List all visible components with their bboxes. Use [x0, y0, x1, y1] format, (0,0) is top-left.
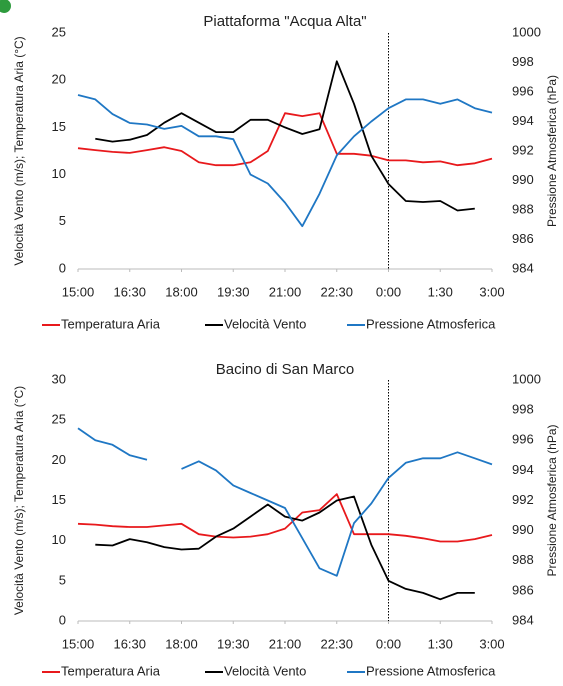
series-line — [95, 495, 475, 601]
y2-tick-label: 992 — [512, 492, 534, 507]
series-line — [77, 493, 493, 543]
x-tick-label: 21:00 — [269, 284, 302, 299]
y2-tick-label: 1000 — [512, 371, 541, 386]
y-tick-label: 5 — [59, 213, 66, 228]
y2-tick-label: 992 — [512, 142, 534, 157]
legend-label: Temperatura Aria — [61, 663, 161, 678]
x-tick-label: 15:00 — [62, 636, 95, 651]
chart: Bacino di San Marco 0 5 10 15 20 25 30 984 986 988… — [12, 361, 559, 678]
y-tick-label: 5 — [59, 572, 66, 587]
chart-title: Piattaforma "Acqua Alta" — [203, 13, 366, 30]
legend-label: Pressione Atmosferica — [366, 663, 496, 678]
y-tick-label: 20 — [52, 452, 66, 467]
x-tick-label: 16:30 — [113, 636, 146, 651]
x-tick-label: 18:00 — [165, 284, 198, 299]
y-tick-label: 0 — [59, 260, 66, 275]
y2-tick-label: 998 — [512, 402, 534, 417]
y2-axis-label: Pressione Atmosferica (hPa) — [545, 424, 559, 576]
y-tick-label: 25 — [52, 412, 66, 427]
y-tick-label: 25 — [52, 24, 66, 39]
app-icon — [0, 0, 11, 13]
x-tick-label: 19:30 — [217, 284, 250, 299]
y-tick-label: 10 — [52, 166, 66, 181]
y2-tick-label: 984 — [512, 612, 534, 627]
y-tick-label: 30 — [52, 371, 66, 386]
series-line — [77, 427, 493, 577]
x-tick-label: 3:00 — [479, 636, 504, 651]
y-axis-label: Velocità Vento (m/s); Temperatura Aria (… — [12, 36, 26, 265]
y2-tick-label: 988 — [512, 552, 534, 567]
y2-tick-label: 994 — [512, 113, 534, 128]
y2-tick-label: 996 — [512, 432, 534, 447]
y2-tick-label: 998 — [512, 54, 534, 69]
y2-tick-label: 994 — [512, 462, 534, 477]
x-tick-label: 3:00 — [479, 284, 504, 299]
x-tick-label: 21:00 — [269, 636, 302, 651]
x-tick-label: 22:30 — [320, 284, 353, 299]
series-line — [77, 112, 493, 167]
y2-tick-label: 1000 — [512, 24, 541, 39]
x-tick-label: 15:00 — [62, 284, 95, 299]
x-tick-label: 22:30 — [320, 636, 353, 651]
y-tick-label: 20 — [52, 72, 66, 87]
y-tick-label: 15 — [52, 119, 66, 134]
y-axis-label: Velocità Vento (m/s); Temperatura Aria (… — [12, 386, 26, 615]
x-tick-label: 19:30 — [217, 636, 250, 651]
legend-label: Temperatura Aria — [61, 316, 161, 331]
y2-tick-label: 996 — [512, 83, 534, 98]
y2-tick-label: 986 — [512, 582, 534, 597]
y-tick-label: 0 — [59, 612, 66, 627]
y2-tick-label: 990 — [512, 172, 534, 187]
chart-title: Bacino di San Marco — [216, 361, 354, 378]
x-tick-label: 1:30 — [428, 284, 453, 299]
chart: Piattaforma "Acqua Alta" 0 5 10 15 20 25 984 986… — [12, 13, 559, 331]
legend-label: Pressione Atmosferica — [366, 316, 496, 331]
x-tick-label: 1:30 — [428, 636, 453, 651]
x-tick-label: 0:00 — [376, 636, 401, 651]
series-line — [77, 94, 493, 228]
y-tick-label: 10 — [52, 532, 66, 547]
y2-tick-label: 986 — [512, 231, 534, 246]
legend-label: Velocità Vento — [224, 316, 306, 331]
y2-axis-label: Pressione Atmosferica (hPa) — [545, 75, 559, 227]
x-tick-label: 0:00 — [376, 284, 401, 299]
legend-label: Velocità Vento — [224, 663, 306, 678]
y2-tick-label: 988 — [512, 201, 534, 216]
x-tick-label: 16:30 — [113, 284, 146, 299]
y-tick-label: 15 — [52, 492, 66, 507]
series-line — [95, 60, 475, 212]
x-tick-label: 18:00 — [165, 636, 198, 651]
y2-tick-label: 990 — [512, 522, 534, 537]
y2-tick-label: 984 — [512, 260, 534, 275]
